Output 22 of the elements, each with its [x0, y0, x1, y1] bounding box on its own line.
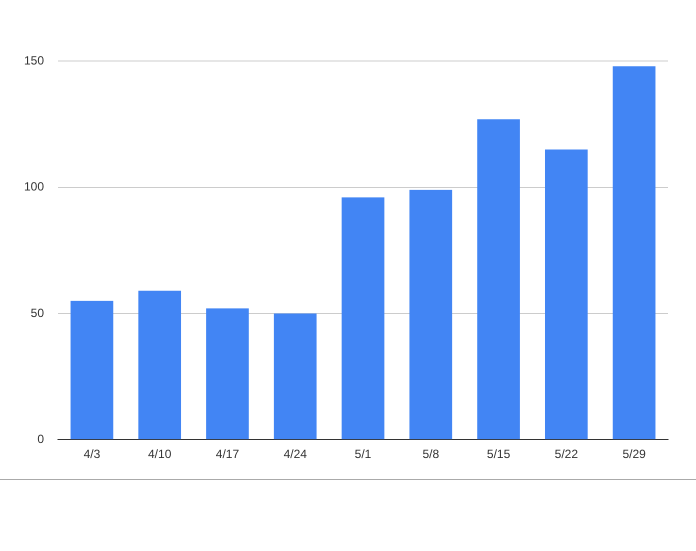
- bar: [206, 308, 249, 440]
- x-tick-label: 4/10: [148, 447, 172, 462]
- bar: [612, 66, 656, 440]
- bar: [409, 190, 452, 440]
- bar: [342, 197, 384, 440]
- x-tick-label: 4/24: [284, 447, 308, 462]
- y-tick-label: 100: [24, 180, 44, 194]
- x-tick-label: 4/17: [216, 447, 240, 462]
- x-tick-label: 5/15: [486, 447, 511, 462]
- bar: [544, 149, 588, 440]
- y-tick-label: 150: [24, 54, 44, 68]
- bar: [70, 300, 114, 440]
- y-tick-label: 0: [37, 432, 44, 446]
- bar: [477, 119, 520, 440]
- y-tick-label: 50: [30, 306, 44, 320]
- bar: [274, 313, 317, 440]
- x-tick-label: 4/3: [84, 447, 101, 462]
- bar: [138, 290, 182, 440]
- x-tick-label: 5/22: [554, 447, 578, 462]
- x-tick-label: 5/8: [422, 447, 440, 462]
- x-tick-label: 5/29: [622, 447, 646, 462]
- x-tick-label: 5/1: [354, 447, 372, 462]
